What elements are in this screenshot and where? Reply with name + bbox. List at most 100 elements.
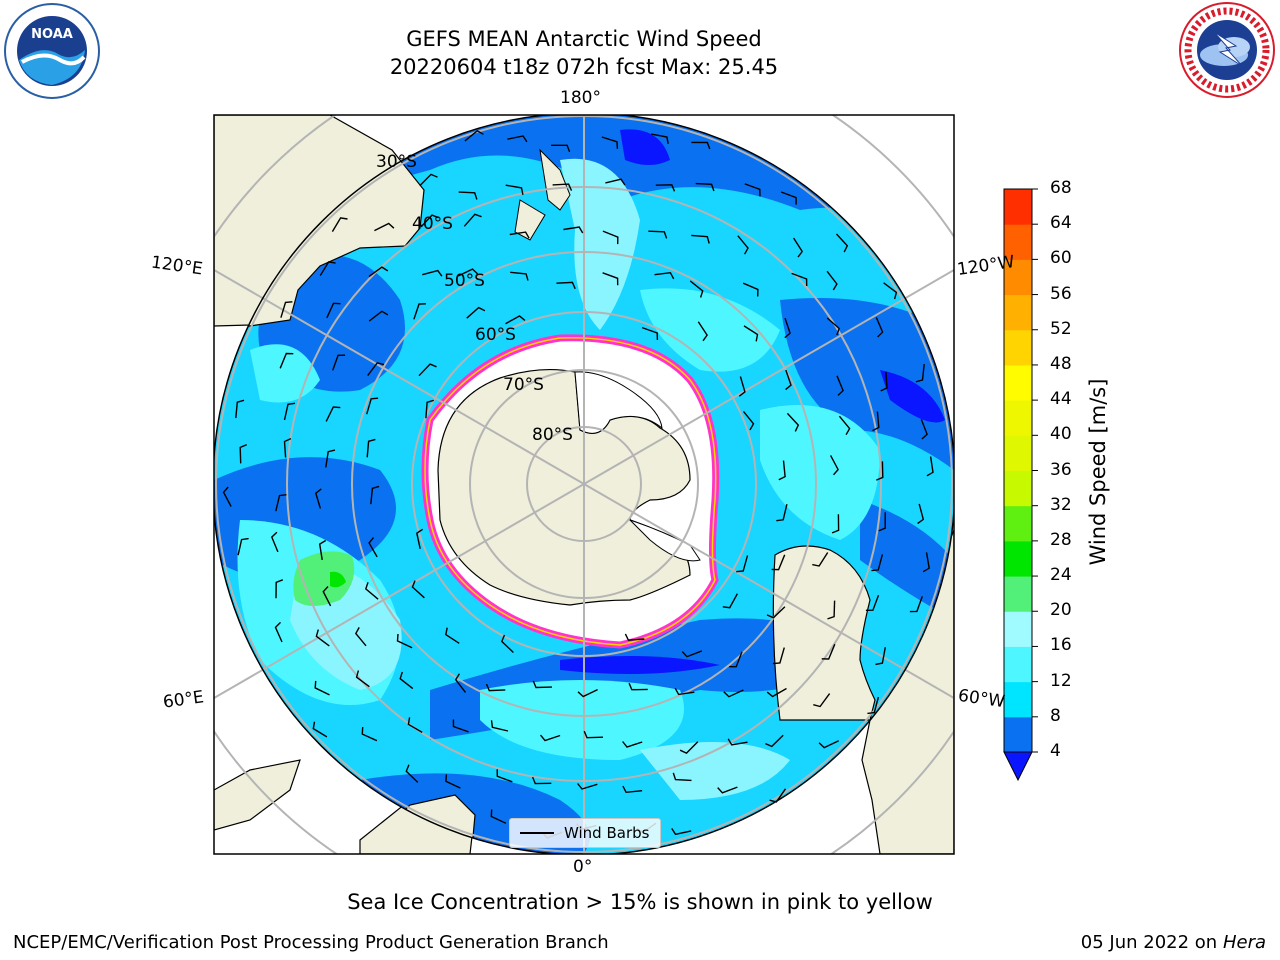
lat-label-60s: 60°S [475,325,516,345]
wind-barb [917,503,925,525]
wind-barb [418,363,437,377]
colorbar-tick-label: 28 [1050,529,1072,550]
wind-barb [826,317,841,336]
chart-subtitle: 20220604 t18z 072h fcst Max: 25.45 [389,55,779,79]
wind-barb [602,230,619,245]
wind-barb [872,411,880,432]
wind-barb [235,399,245,419]
wind-barb [829,455,839,476]
wind-barb [318,539,327,561]
wind-barb [319,261,336,276]
wind-barb [871,554,884,572]
wind-barb-legend: Wind Barbs [509,818,661,848]
wind-barb [717,786,738,794]
wind-barb [457,268,479,277]
colorbar-tick-label: 8 [1050,705,1061,726]
wind-barb [425,399,435,419]
wind-barb [312,721,328,738]
wind-barb [776,504,788,522]
wind-barb [331,217,348,232]
colorbar-tick-label: 60 [1050,248,1072,269]
sea-ice-note: Sea Ice Concentration > 15% is shown in … [347,890,933,914]
wind-barb [827,600,836,620]
wind-barb [445,774,461,789]
wind-barb [880,371,888,392]
wind-barb [466,306,486,319]
colorbar-tick-label: 52 [1050,318,1072,339]
colorbar-tick-label: 40 [1050,424,1072,445]
lat-label-40s: 40°S [412,214,453,234]
wind-barb [876,461,884,481]
colorbar-swatch [1004,611,1032,647]
wind-barb [283,402,296,421]
wind-barb [744,183,761,197]
wind-barb [778,460,786,481]
colorbar-tick-label: 44 [1050,389,1072,410]
wind-barb [239,444,247,464]
wind-barb [654,271,675,280]
wind-barb [556,281,576,290]
colorbar-tick-label: 16 [1050,635,1072,656]
wind-barb [742,410,755,431]
wind-barb [838,415,851,436]
wind-barb [370,485,380,505]
colorbar-swatch [1004,505,1032,542]
wind-barb [601,136,619,149]
lat-label-30s: 30°S [376,152,417,172]
colorbar-title: Wind Speed [m/s] [1086,378,1110,566]
wind-barb [552,183,573,191]
wind-barb [577,688,598,698]
wind-barb [463,213,482,227]
wind-barb [915,364,925,383]
colorbar-swatch [1004,400,1032,436]
colorbar-swatch [1004,646,1032,683]
wind-barb [361,727,378,742]
wind-barb [510,271,529,281]
lat-label-50s: 50°S [444,271,485,291]
wind-barb [366,397,379,415]
colorbar-swatch [1004,681,1032,718]
wind-barb [766,687,787,698]
lon-label-180: 180° [560,88,601,108]
wind-barb [791,272,808,287]
wind-barb [490,720,509,732]
wind-barb [689,280,704,298]
colorbar-under-arrow [1003,751,1033,782]
colorbar-tick-label: 48 [1050,353,1072,374]
wind-barb [812,552,829,567]
wind-barb [490,809,507,824]
wind-barb [865,594,880,611]
wind-barb [314,488,322,509]
wind-barb [697,321,708,342]
wind-barb [738,376,746,397]
colorbar-swatch [1004,294,1032,331]
wind-barb [396,633,413,649]
wind-barb [831,514,840,534]
wind-barb [622,785,643,794]
legend-line-icon [520,832,554,834]
wind-barb [722,593,739,609]
wind-barb [500,634,514,654]
wind-barb [691,141,711,150]
wind-barb [622,741,643,748]
colorbar-swatch [1004,576,1032,612]
wind-barb [691,234,710,244]
wind-barb [737,235,749,255]
wind-barb [283,437,292,458]
nws-logo [1179,2,1275,98]
wind-barb [485,683,506,692]
wind-barb [875,647,886,666]
colorbar-tick-label: 64 [1050,213,1072,234]
wind-barb [867,696,880,715]
wind-barb [681,650,703,658]
colorbar-tick-label: 24 [1050,565,1072,586]
wind-barb [325,406,341,422]
colorbar-tick-label: 56 [1050,283,1072,304]
colorbar-swatch [1004,364,1032,401]
wind-barb [769,788,787,803]
wind-barb [452,719,469,733]
wind-barb [368,537,378,558]
colorbar-swatch [1004,189,1032,225]
colorbar-tick-label: 68 [1050,178,1072,198]
